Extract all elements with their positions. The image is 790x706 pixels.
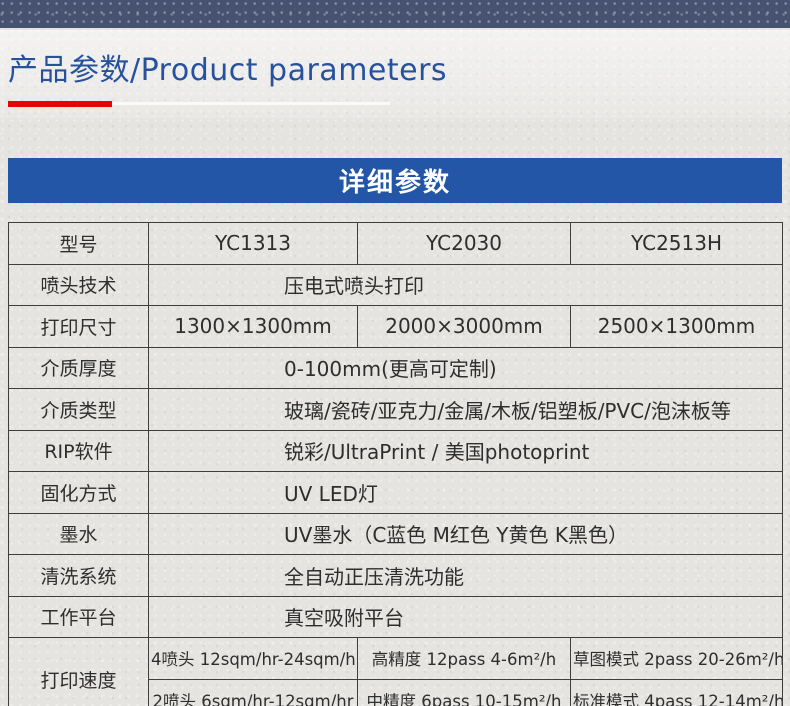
top-bar — [0, 0, 790, 28]
cell-value: 0-100mm(更高可定制) — [148, 346, 783, 389]
cell-value: 中精度 6pass 10-15m²/h — [357, 678, 571, 706]
cell-value: 锐彩/UltraPrint / 美国photoprint — [148, 429, 783, 472]
cell-value: 高精度 12pass 4-6m²/h — [357, 637, 571, 680]
title-underline-red — [8, 100, 112, 107]
table-row-printhead: 喷头技术 压电式喷头打印 — [8, 263, 783, 306]
table-row-print-size: 打印尺寸 1300×1300mm 2000×3000mm 2500×1300mm — [8, 305, 783, 348]
row-label: 清洗系统 — [8, 554, 149, 597]
cell-value: UV墨水（C蓝色 M红色 Y黄色 K黑色） — [148, 512, 783, 555]
page-title: 产品参数/Product parameters — [8, 53, 448, 88]
row-label: RIP软件 — [8, 429, 149, 472]
row-label: 工作平台 — [8, 595, 149, 638]
table-row-print-speed-2: 2喷头 6sqm/hr-12sqm/hr 中精度 6pass 10-15m²/h… — [9, 678, 783, 706]
row-label: 型号 — [8, 222, 149, 265]
cell-value: 玻璃/瓷砖/亚克力/金属/木板/铝塑板/PVC/泡沫板等 — [148, 388, 783, 431]
row-label: 打印速度 — [8, 637, 149, 706]
row-label: 固化方式 — [8, 471, 149, 514]
cell-value: 压电式喷头打印 — [148, 263, 783, 306]
row-label: 打印尺寸 — [8, 305, 149, 348]
cell-value: 2喷头 6sqm/hr-12sqm/hr — [148, 678, 358, 706]
section-header-text: 详细参数 — [338, 168, 451, 198]
cell-value: 真空吸附平台 — [148, 595, 783, 638]
table-row-cleaning: 清洗系统 全自动正压清洗功能 — [8, 554, 783, 597]
cell-value: YC2030 — [357, 222, 571, 265]
table-row-print-speed-1: 打印速度 4喷头 12sqm/hr-24sqm/hr 高精度 12pass 4-… — [8, 637, 783, 706]
title-underline — [8, 100, 782, 107]
spec-table: 型号 YC1313 YC2030 YC2513H 喷头技术 压电式喷头打印 打印… — [8, 222, 783, 706]
page-title-section: 产品参数/Product parameters — [8, 52, 782, 107]
cell-value: YC1313 — [148, 222, 358, 265]
table-row-ink: 墨水 UV墨水（C蓝色 M红色 Y黄色 K黑色） — [8, 512, 783, 555]
cell-value: 标准模式 4pass 12-14m²/h — [570, 678, 783, 706]
row-label: 介质类型 — [8, 388, 149, 431]
table-row-model: 型号 YC1313 YC2030 YC2513H — [8, 222, 783, 265]
table-row-rip-software: RIP软件 锐彩/UltraPrint / 美国photoprint — [8, 429, 783, 472]
cell-value: 4喷头 12sqm/hr-24sqm/hr — [148, 637, 358, 680]
cell-value: 草图模式 2pass 20-26m²/h — [570, 637, 783, 680]
table-row-curing: 固化方式 UV LED灯 — [8, 471, 783, 514]
row-label: 喷头技术 — [8, 263, 149, 306]
cell-value: UV LED灯 — [148, 471, 783, 514]
cell-value: 1300×1300mm — [148, 305, 358, 348]
table-row-media-thickness: 介质厚度 0-100mm(更高可定制) — [8, 346, 783, 389]
cell-value: YC2513H — [570, 222, 783, 265]
table-row-platform: 工作平台 真空吸附平台 — [8, 595, 783, 638]
section-header-bar: 详细参数 — [8, 158, 782, 203]
table-row-media-type: 介质类型 玻璃/瓷砖/亚克力/金属/木板/铝塑板/PVC/泡沫板等 — [8, 388, 783, 431]
cell-value: 2000×3000mm — [357, 305, 571, 348]
cell-value: 全自动正压清洗功能 — [148, 554, 783, 597]
row-label: 介质厚度 — [8, 346, 149, 389]
title-underline-white — [112, 102, 390, 105]
row-label: 墨水 — [8, 512, 149, 555]
cell-value: 2500×1300mm — [570, 305, 783, 348]
